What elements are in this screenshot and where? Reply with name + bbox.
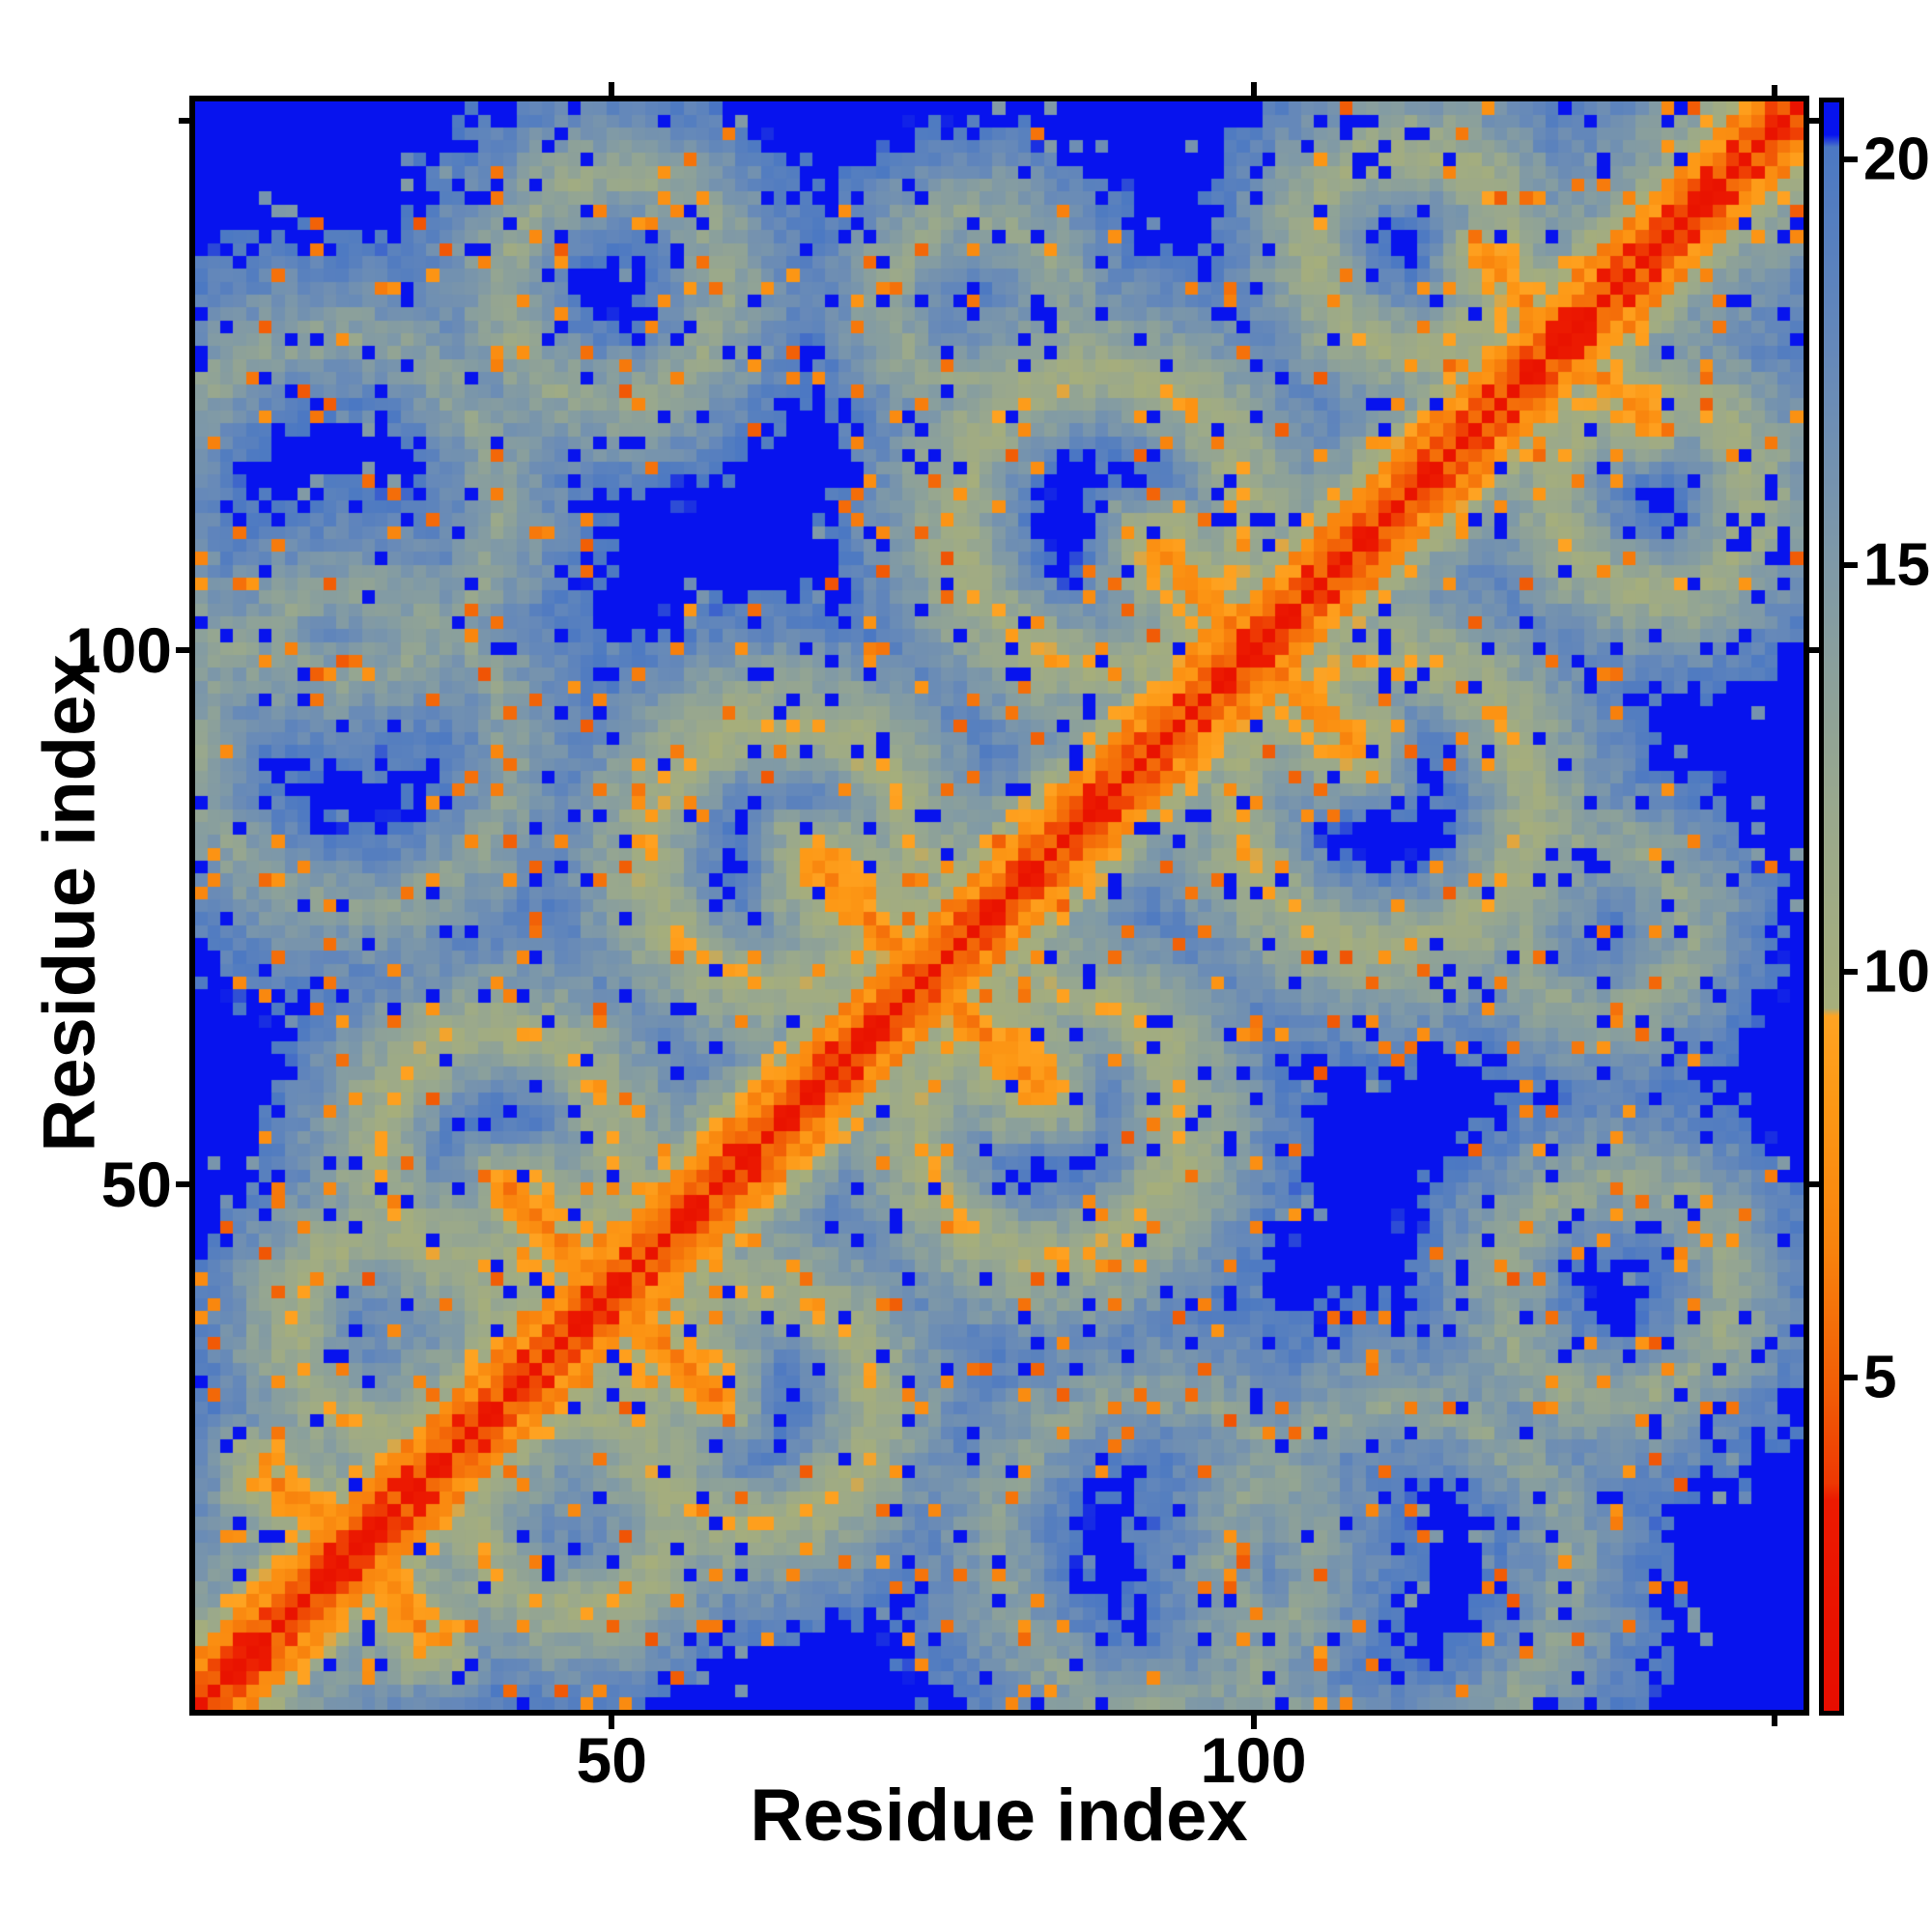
x-tick-mark-top [1250,82,1257,96]
y-tick-mark-right [1809,1180,1823,1187]
x-tick-mark [1772,1716,1778,1726]
y-tick-mark [179,117,189,124]
x-tick-mark-top [609,82,615,96]
x-tick-label: 50 [576,1724,647,1796]
x-tick-label: 100 [1200,1724,1307,1796]
y-axis-label: Residue index [28,654,111,1152]
colorbar-tick-mark [1844,968,1858,975]
x-tick-mark [1250,1716,1257,1729]
y-tick-label: 50 [100,1148,172,1220]
y-tick-mark-right [1809,117,1820,124]
y-tick-mark-right [1809,646,1823,653]
colorbar-tick-label: 10 [1863,938,1930,1006]
x-tick-mark-top [1772,85,1778,96]
colorbar-gradient [1824,102,1839,1711]
colorbar-tick-mark [1844,562,1858,569]
x-tick-mark [609,1716,615,1729]
colorbar-tick-mark [1844,156,1858,162]
y-tick-label: 100 [65,613,172,686]
colorbar [1819,98,1844,1716]
colorbar-tick-label: 20 [1863,126,1930,193]
colorbar-tick-label: 5 [1863,1344,1897,1411]
colorbar-tick-mark [1844,1375,1858,1381]
plot-frame [189,96,1809,1716]
y-tick-mark [176,646,189,653]
x-axis-label: Residue index [750,1775,1248,1857]
y-tick-mark [176,1180,189,1187]
contact-map-heatmap [195,101,1804,1710]
colorbar-tick-label: 15 [1863,531,1930,599]
